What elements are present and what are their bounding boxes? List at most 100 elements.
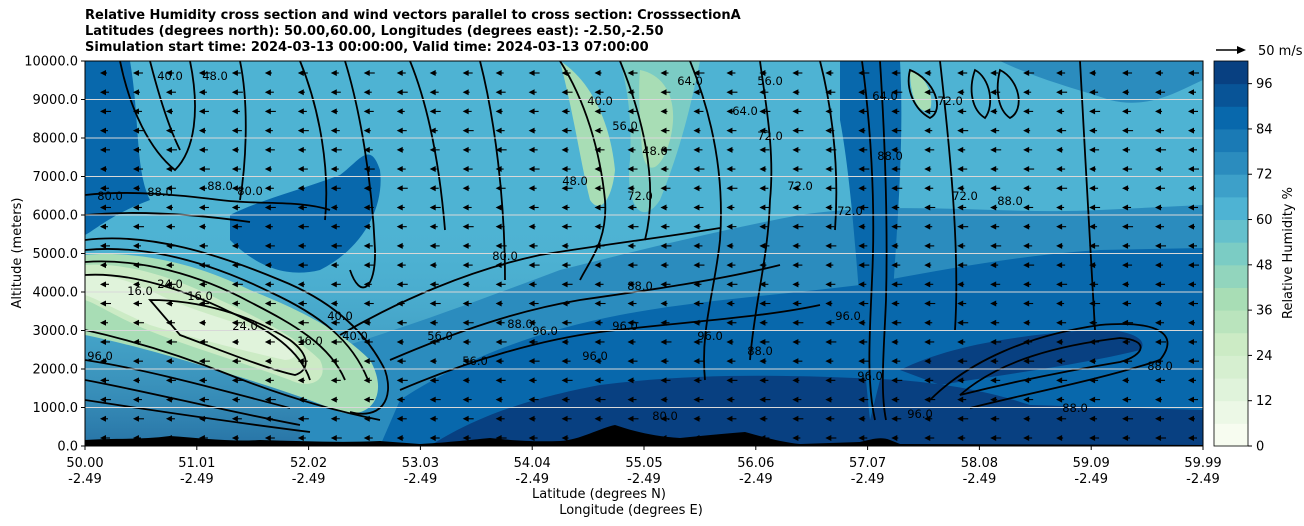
wind-arrow xyxy=(100,435,110,441)
wind-arrow xyxy=(1089,358,1097,365)
wind-arrow xyxy=(462,223,474,230)
contour-label: 88.0 xyxy=(507,317,533,331)
wind-arrow xyxy=(132,70,143,76)
wind-arrow xyxy=(693,127,701,134)
wind-arrow xyxy=(858,262,870,269)
wind-arrow xyxy=(990,377,1001,384)
wind-arrow xyxy=(891,242,899,249)
wind-arrow xyxy=(990,415,1000,422)
wind-arrow xyxy=(825,223,835,230)
wind-arrow xyxy=(957,146,966,153)
wind-arrow xyxy=(495,146,507,153)
wind-arrow xyxy=(198,89,207,96)
wind-arrow xyxy=(297,146,306,153)
wind-arrow xyxy=(1155,70,1164,76)
wind-arrow xyxy=(231,89,243,96)
wind-arrow xyxy=(330,300,338,307)
wind-arrow xyxy=(759,127,768,134)
wind-arrow xyxy=(726,300,735,307)
wind-arrow xyxy=(1089,281,1099,288)
wind-arrow xyxy=(528,377,537,384)
wind-arrow xyxy=(561,108,570,115)
contour-label: 48.0 xyxy=(562,174,588,188)
wind-arrow xyxy=(825,166,834,173)
wind-arrow xyxy=(891,204,900,211)
wind-arrow xyxy=(957,319,969,326)
wind-arrow xyxy=(528,185,537,192)
wind-arrow xyxy=(891,415,902,422)
wind-arrow xyxy=(231,377,243,384)
wind-arrow xyxy=(495,204,503,211)
wind-arrow xyxy=(132,166,143,173)
wind-arrow xyxy=(198,166,210,173)
wind-arrow xyxy=(429,415,438,422)
wind-arrow xyxy=(792,108,802,115)
wind-arrow xyxy=(264,108,276,115)
wind-arrow xyxy=(1089,319,1098,326)
wind-arrow xyxy=(660,146,672,153)
wind-arrow xyxy=(396,146,404,153)
wind-arrow xyxy=(990,262,999,269)
wind-arrow xyxy=(1155,166,1164,173)
wind-arrow xyxy=(165,127,175,134)
wind-arrow xyxy=(858,300,869,307)
wind-arrow xyxy=(1122,338,1131,345)
wind-arrow xyxy=(264,281,274,288)
wind-arrow xyxy=(1056,108,1065,115)
wind-arrow xyxy=(957,415,969,422)
wind-arrow xyxy=(1056,358,1066,365)
wind-arrow xyxy=(396,185,408,192)
wind-arrow xyxy=(957,300,967,307)
x-tick-label-lat: 50.00 xyxy=(66,456,103,471)
wind-vectors xyxy=(100,70,1199,441)
wind-arrow xyxy=(330,377,341,384)
gridlines xyxy=(85,99,1203,408)
wind-arrow xyxy=(1089,108,1101,115)
wind-arrow xyxy=(924,358,932,365)
terrain xyxy=(85,425,1203,446)
wind-arrow xyxy=(660,358,669,365)
wind-arrow xyxy=(330,185,341,192)
x-tick-label-lat: 58.08 xyxy=(961,456,998,471)
wind-arrow xyxy=(858,281,867,288)
wind-arrow xyxy=(495,319,505,326)
wind-arrow xyxy=(495,300,503,307)
wind-arrow xyxy=(165,242,177,249)
wind-arrow xyxy=(528,242,538,249)
wind-arrow xyxy=(495,127,505,134)
wind-arrow xyxy=(561,166,571,173)
wind-arrow xyxy=(297,185,305,192)
wind-arrow xyxy=(990,319,1000,326)
wind-arrow xyxy=(693,166,705,173)
wind-arrow xyxy=(462,300,472,307)
wind-arrow xyxy=(297,435,306,441)
wind-arrow xyxy=(363,435,373,441)
wind-arrow xyxy=(924,89,934,96)
wind-arrow xyxy=(1122,89,1130,96)
wind-arrow xyxy=(594,396,606,403)
wind-arrow xyxy=(1056,242,1064,249)
wind-arrow xyxy=(660,223,670,230)
wind-arrow xyxy=(1056,300,1065,307)
wind-arrow xyxy=(231,146,239,153)
wind-arrow xyxy=(594,70,602,76)
wind-arrow xyxy=(528,281,537,288)
wind-arrow xyxy=(957,377,965,384)
wind-arrow xyxy=(561,338,569,345)
wind-arrow xyxy=(462,127,474,134)
contour-label: 88.0 xyxy=(627,279,653,293)
wind-arrow xyxy=(165,300,173,307)
wind-arrow xyxy=(957,89,965,96)
wind-arrow xyxy=(858,108,869,115)
x-tick-label-lat: 59.09 xyxy=(1073,456,1110,471)
wind-arrow xyxy=(825,281,836,288)
wind-arrow xyxy=(264,242,275,249)
wind-arrow xyxy=(165,415,175,422)
wind-arrow xyxy=(1023,70,1035,76)
wind-arrow xyxy=(363,223,371,230)
wind-arrow xyxy=(132,415,144,422)
wind-arrow xyxy=(231,204,240,211)
wind-arrow xyxy=(396,70,406,76)
wind-arrow xyxy=(165,70,174,76)
x-tick-label-lat: 55.05 xyxy=(625,456,662,471)
